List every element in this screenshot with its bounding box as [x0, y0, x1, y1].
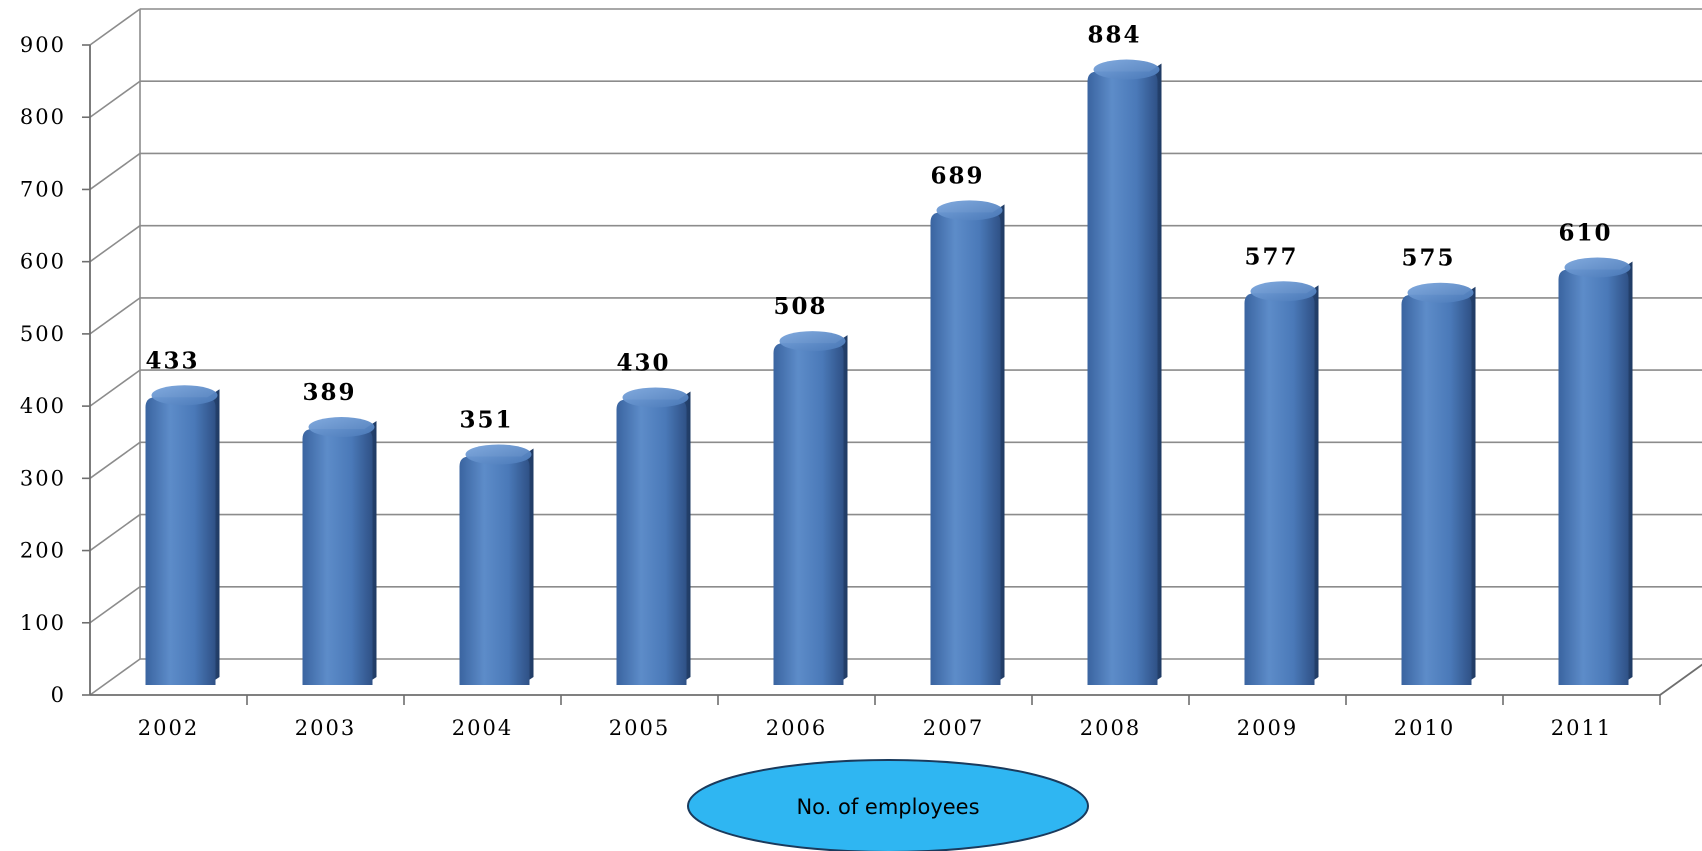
bar — [616, 387, 691, 685]
data-label: 884 — [1087, 22, 1141, 49]
gridline-side — [89, 297, 141, 335]
y-tick-label: 900 — [20, 33, 66, 57]
x-tick-label: 2007 — [923, 716, 984, 740]
y-tick-label: 200 — [20, 539, 66, 563]
bar — [459, 444, 534, 685]
x-tick-label: 2011 — [1551, 716, 1612, 740]
bars — [145, 59, 1633, 686]
x-tick-label: 2008 — [1080, 716, 1141, 740]
data-label: 689 — [930, 162, 984, 189]
bar — [1244, 281, 1319, 685]
legend-label: No. of employees — [796, 795, 979, 819]
y-tick-label: 800 — [20, 105, 66, 129]
bar — [145, 385, 220, 685]
y-tick-label: 500 — [20, 322, 66, 346]
y-tick-label: 700 — [20, 177, 66, 201]
x-tick-label: 2006 — [766, 716, 827, 740]
data-label: 389 — [302, 379, 356, 406]
gridline-side — [89, 8, 141, 46]
axes: 0 100 200 300 400 500 600 700 800 900 2002 2003 2004… — [20, 33, 1702, 740]
y-tick-label: 0 — [51, 683, 66, 707]
data-label: 433 — [145, 347, 199, 374]
bar — [773, 331, 848, 685]
gridlines — [89, 8, 1702, 696]
data-label: 351 — [459, 407, 513, 434]
legend: No. of employees — [687, 759, 1089, 851]
data-label: 430 — [616, 349, 670, 376]
gridline-side — [89, 658, 141, 696]
x-tick-label: 2009 — [1237, 716, 1298, 740]
x-tick-label: 2010 — [1394, 716, 1455, 740]
floor-edge — [1659, 663, 1702, 696]
data-labels: 433 389 351 430 508 689 884 577 575 610 — [145, 22, 1612, 434]
bar — [930, 200, 1005, 685]
y-tick-label: 600 — [20, 250, 66, 274]
y-tick-label: 100 — [20, 611, 66, 635]
gridline-side — [89, 441, 141, 479]
x-tick-label: 2005 — [609, 716, 670, 740]
bar — [1558, 257, 1633, 685]
y-tick-label: 300 — [20, 466, 66, 490]
x-tick-label: 2003 — [295, 716, 356, 740]
gridline-side — [89, 152, 141, 191]
y-tick-label: 400 — [20, 394, 66, 418]
bar — [302, 417, 377, 685]
gridline-side — [89, 513, 141, 552]
data-label: 610 — [1558, 219, 1612, 246]
x-tick-label: 2002 — [138, 716, 199, 740]
x-tick-label: 2004 — [452, 716, 513, 740]
gridline-side — [89, 80, 141, 118]
gridline-side — [89, 586, 141, 624]
gridline-side — [89, 225, 141, 263]
data-label: 508 — [773, 293, 827, 320]
legend-ellipse — [687, 759, 1089, 851]
bar — [1087, 59, 1162, 686]
data-label: 577 — [1244, 243, 1298, 270]
gridline-side — [89, 369, 141, 407]
data-label: 575 — [1401, 245, 1455, 272]
bar — [1401, 282, 1476, 685]
